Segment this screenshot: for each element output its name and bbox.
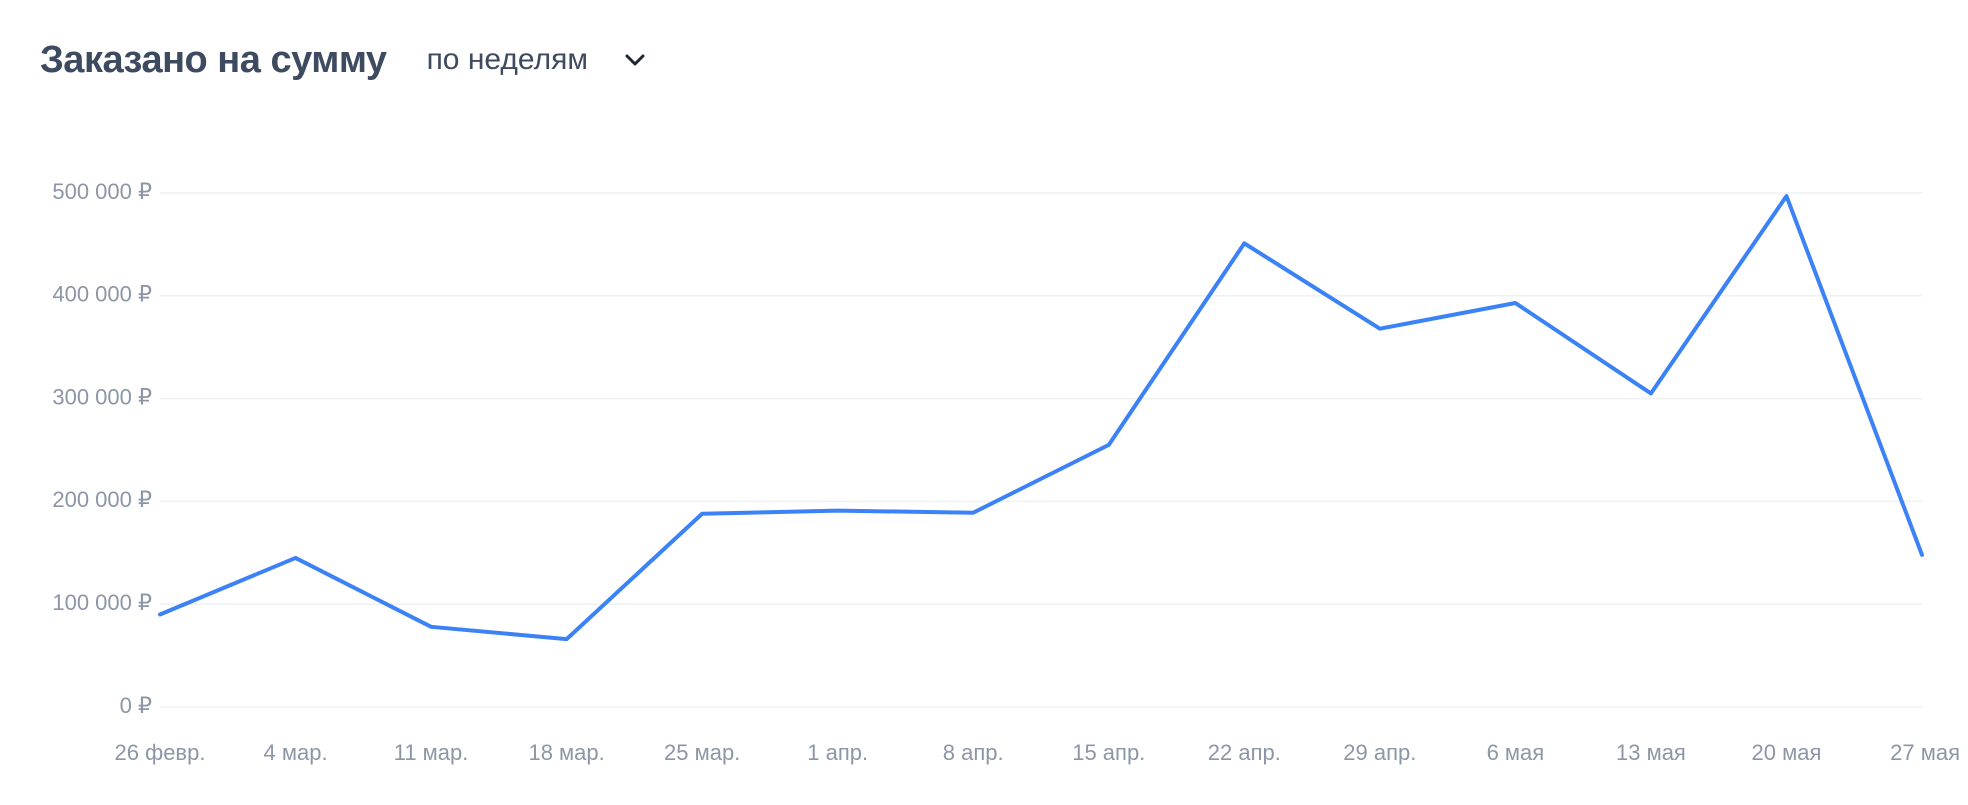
grid-lines (160, 192, 1922, 708)
data-point[interactable] (1234, 233, 1254, 253)
x-tick-label: 1 апр. (807, 740, 868, 765)
data-point[interactable] (286, 548, 306, 568)
x-tick-label: 18 мар. (528, 740, 604, 765)
data-point[interactable] (963, 503, 983, 523)
x-tick-label: 20 мая (1752, 740, 1822, 765)
x-tick-label: 11 мар. (394, 740, 469, 765)
x-tick-label: 29 апр. (1343, 740, 1416, 765)
data-point[interactable] (1099, 435, 1119, 455)
data-point[interactable] (557, 629, 577, 649)
x-tick-label: 13 мая (1616, 740, 1686, 765)
x-axis-tick-labels: 26 февр. 4 мар. 11 мар. 18 мар. 25 мар. 1 апр… (115, 740, 1960, 765)
chevron-down-icon[interactable] (624, 53, 646, 67)
x-tick-label: 27 мая (1890, 740, 1960, 765)
y-tick-label: 200 000 ₽ (52, 487, 152, 512)
data-point[interactable] (1641, 383, 1661, 403)
chart-header: Заказано на сумму по неделям (40, 34, 646, 86)
period-dropdown[interactable]: по неделям (427, 43, 646, 77)
y-tick-label: 100 000 ₽ (52, 590, 152, 615)
x-tick-label: 15 апр. (1072, 740, 1145, 765)
data-point[interactable] (1776, 186, 1796, 206)
data-point[interactable] (150, 604, 170, 624)
y-axis-tick-labels: 0 ₽ 100 000 ₽ 200 000 ₽ 300 000 ₽ 400 000 ₽ 5… (52, 179, 152, 718)
data-point[interactable] (421, 617, 441, 637)
data-point[interactable] (692, 504, 712, 524)
data-point[interactable] (1370, 319, 1390, 339)
data-point[interactable] (1505, 293, 1525, 313)
x-tick-label: 22 апр. (1208, 740, 1281, 765)
x-tick-label: 4 мар. (264, 740, 328, 765)
x-tick-label: 26 февр. (115, 740, 206, 765)
y-tick-label: 400 000 ₽ (52, 282, 152, 307)
chart-title: Заказано на сумму (40, 38, 387, 81)
series-layer (150, 186, 1932, 649)
data-point[interactable] (828, 501, 848, 521)
data-point[interactable] (1912, 545, 1932, 565)
x-tick-label: 6 мая (1487, 740, 1545, 765)
period-dropdown-label: по неделям (426, 43, 588, 76)
y-tick-label: 0 ₽ (120, 693, 152, 718)
x-tick-label: 25 мар. (664, 740, 740, 765)
y-tick-label: 500 000 ₽ (52, 179, 152, 204)
series-line (158, 194, 1924, 642)
x-tick-label: 8 апр. (943, 740, 1004, 765)
y-tick-label: 300 000 ₽ (52, 384, 152, 409)
